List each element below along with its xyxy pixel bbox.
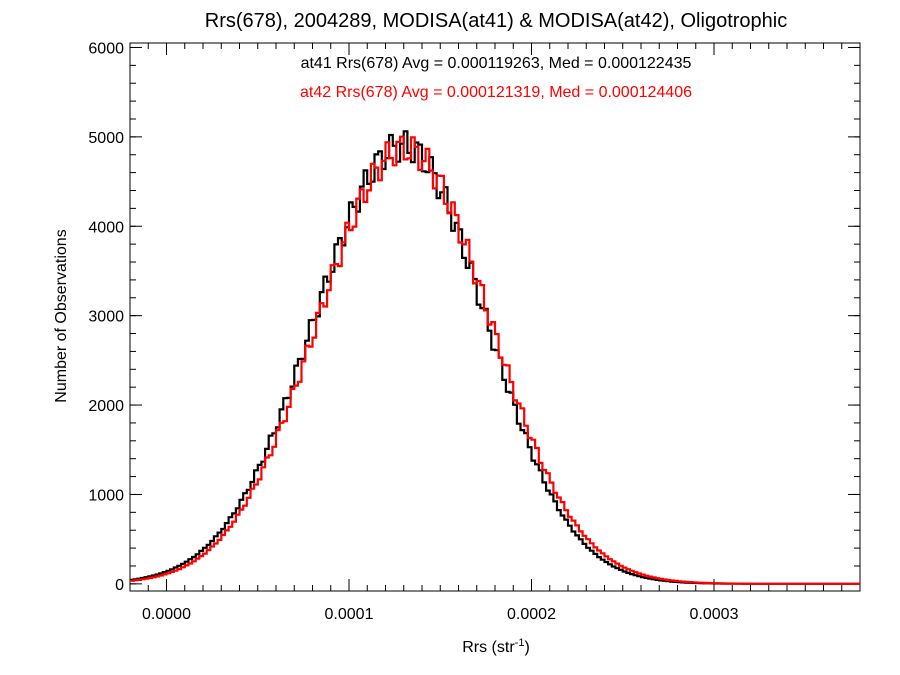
x-axis-label-base: Rrs (str bbox=[462, 639, 515, 656]
y-tick-label: 4000 bbox=[88, 219, 124, 236]
x-tick-label: 0.0001 bbox=[325, 606, 374, 623]
y-tick-label: 0 bbox=[115, 577, 124, 594]
y-tick-label: 5000 bbox=[88, 130, 124, 147]
series-layer bbox=[130, 130, 860, 585]
x-tick-label: 0.0000 bbox=[142, 606, 191, 623]
x-axis-label-sup: -1 bbox=[515, 637, 525, 649]
histogram-series-1 bbox=[130, 135, 860, 585]
y-axis-label: Number of Observations bbox=[53, 229, 70, 402]
x-axis-label: Rrs (str-1) bbox=[462, 637, 530, 656]
y-tick-label: 2000 bbox=[88, 398, 124, 415]
histogram-series-0 bbox=[130, 130, 860, 585]
annotation-at42: at42 Rrs(678) Avg = 0.000121319, Med = 0… bbox=[300, 84, 692, 101]
annotation-at41: at41 Rrs(678) Avg = 0.000119263, Med = 0… bbox=[301, 55, 692, 72]
chart-title: Rrs(678), 2004289, MODISA(at41) & MODISA… bbox=[205, 10, 787, 32]
axis-ticks: 0.0000 0.0001 0.0002 0.0003 0 1000 2000 3000 400… bbox=[88, 40, 861, 623]
x-axis-label-close: ) bbox=[524, 639, 529, 656]
y-tick-label: 1000 bbox=[88, 487, 124, 504]
y-tick-label: 3000 bbox=[88, 309, 124, 326]
x-tick-label: 0.0002 bbox=[507, 606, 556, 623]
y-tick-label: 6000 bbox=[88, 40, 124, 57]
x-tick-label: 0.0003 bbox=[690, 606, 739, 623]
